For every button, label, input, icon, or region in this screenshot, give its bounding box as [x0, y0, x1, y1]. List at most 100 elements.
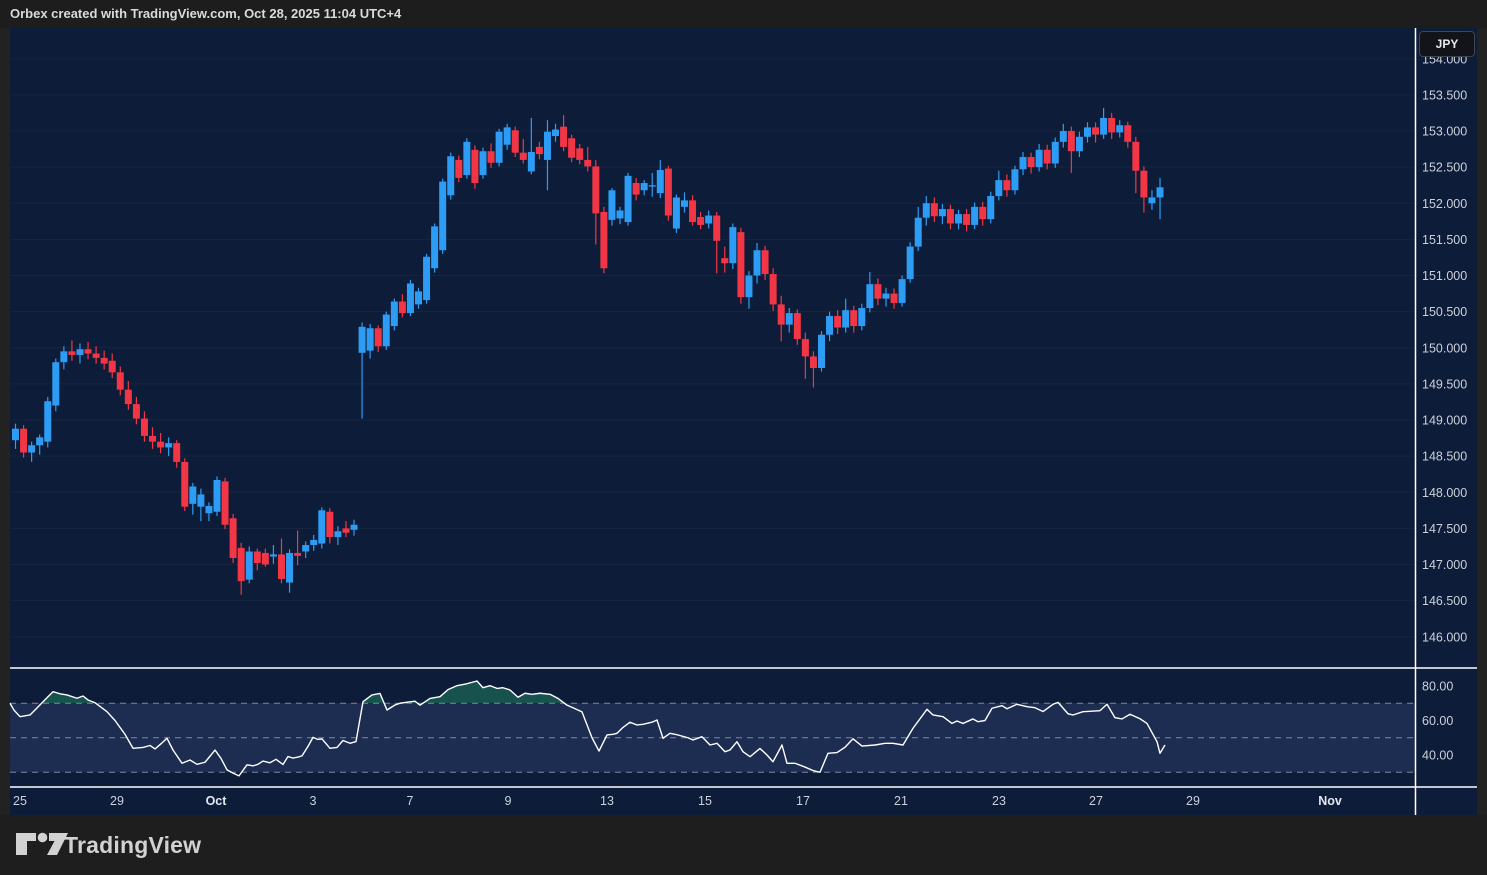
candle-up [1148, 190, 1156, 210]
candle-down [930, 197, 938, 223]
candle-up [648, 172, 656, 197]
candle-down [632, 177, 640, 201]
candle-down [181, 458, 189, 512]
candle-up [439, 178, 447, 254]
candle-down [874, 278, 882, 306]
price-tick-label: 147.000 [1422, 558, 1467, 572]
candle-up [785, 308, 793, 333]
candle-up [906, 242, 914, 283]
candle-up [60, 346, 68, 370]
price-tick-label: 153.500 [1422, 88, 1467, 102]
candle-up [479, 147, 487, 179]
candle-up [1051, 137, 1059, 168]
candle-down [592, 159, 600, 245]
time-tick-label: 17 [796, 794, 810, 808]
chart-background[interactable] [10, 28, 1477, 815]
time-axis[interactable]: 25 29 Oct 3 7 9 13 15 17 21 23 27 29 Nov [13, 794, 1342, 808]
candle-down [1043, 144, 1051, 170]
symbol-currency-badge[interactable]: JPY [1419, 31, 1475, 57]
candle-down [84, 341, 92, 360]
candle-up [938, 203, 946, 225]
rsi-panel [9, 680, 1415, 777]
price-tick-label: 151.000 [1422, 269, 1467, 283]
time-tick-label: 29 [1186, 794, 1200, 808]
candle-down [761, 245, 769, 280]
candle-down [487, 143, 495, 168]
candle-up [543, 120, 551, 191]
candle-up [406, 279, 414, 316]
tradingview-logo-icon[interactable] [16, 829, 72, 857]
candle-down [455, 155, 463, 183]
candle-down [173, 440, 181, 468]
candle-down [1124, 121, 1132, 148]
candle-down [850, 305, 858, 333]
rsi-tick-label: 40.00 [1422, 749, 1453, 763]
candle-up [826, 311, 834, 342]
candle-up [987, 191, 995, 224]
candle-down [535, 141, 543, 160]
candle-up [463, 138, 471, 179]
candle-up [971, 202, 979, 230]
candle-up [745, 271, 753, 309]
tradingview-logo-text[interactable]: TradingView [64, 832, 202, 858]
candle-down [519, 138, 527, 164]
candle-up [753, 242, 761, 284]
candle-up [955, 209, 963, 230]
candle-up [189, 482, 197, 515]
candle-down [374, 325, 382, 353]
candle-up [858, 303, 866, 331]
candle-up [882, 287, 890, 307]
candle-down [221, 477, 229, 530]
price-axis[interactable]: 154.000153.500153.000152.500152.000151.5… [1422, 52, 1467, 762]
candle-up [334, 526, 342, 545]
candle-up [382, 311, 390, 350]
candle-down [1108, 112, 1116, 139]
candle-down [568, 134, 576, 163]
candle-up [1019, 151, 1027, 176]
candle-down [834, 310, 842, 335]
candle-up [390, 298, 398, 331]
candle-up [310, 534, 318, 551]
candle-up [28, 441, 36, 462]
candle-down [769, 268, 777, 311]
candle-up [245, 546, 253, 584]
candle-up [818, 331, 825, 372]
candle-up [527, 117, 535, 175]
candle-up [205, 502, 213, 522]
candle-up [624, 172, 632, 226]
candle-up [656, 159, 664, 199]
candle-up [922, 196, 930, 226]
candle-up [358, 322, 366, 419]
candle-down [801, 332, 809, 379]
candle-up [197, 488, 205, 522]
price-tick-label: 150.000 [1422, 341, 1467, 355]
candle-up [44, 396, 52, 448]
price-tick-label: 150.500 [1422, 305, 1467, 319]
candle-down [737, 227, 745, 304]
candle-down [1003, 174, 1011, 197]
candle-down [777, 295, 785, 342]
price-gridlines [10, 58, 1415, 638]
candle-up [495, 128, 503, 167]
candle-down [664, 165, 672, 221]
candle-up [52, 358, 60, 412]
candle-down [92, 346, 100, 364]
main-chart-svg[interactable]: 154.000153.500153.000152.500152.000151.5… [0, 28, 1487, 815]
candle-up [680, 192, 688, 213]
candle-up [842, 298, 850, 333]
candle-down [132, 396, 140, 425]
candle-down [100, 350, 108, 370]
candle-down [253, 548, 261, 571]
candle-down [342, 521, 350, 538]
candle-up [286, 549, 294, 593]
time-tick-label: 21 [894, 794, 908, 808]
candle-up [1059, 123, 1067, 148]
candle-up [552, 123, 560, 142]
candle-up [640, 180, 648, 196]
candle-down [793, 309, 801, 345]
candle-down [277, 538, 285, 584]
candle-up [1075, 131, 1083, 158]
candle-down [108, 353, 116, 379]
candlestick-series [12, 107, 1164, 595]
